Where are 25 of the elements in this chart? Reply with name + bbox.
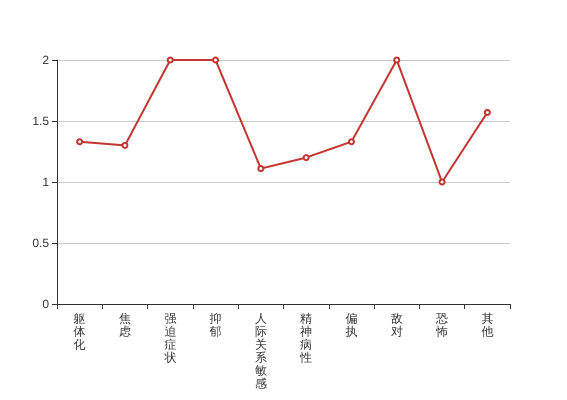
y-tick-label: 0.5 [32,236,50,250]
point [484,108,491,116]
y-tick-label: 1 [42,175,50,189]
point [212,56,220,64]
point [393,56,400,64]
x-tick-label: 敌对 [390,312,403,338]
point [121,142,128,149]
x-tick-label: 强迫症状 [163,312,176,364]
point [257,165,264,172]
x-tick-label: 抑郁 [210,312,222,338]
y-tick-label: 0 [42,297,50,311]
y-tick-label: 1.5 [32,114,50,128]
x-tick-label: 恐怖 [435,312,448,338]
point [302,154,310,162]
x-tick-label: 其他 [481,312,494,338]
x-tick-label: 精神病性 [299,312,312,364]
x-tick-label: 偏执 [345,312,358,338]
point [438,178,446,186]
point [76,138,84,146]
x-tick-label: 焦虑 [118,312,131,338]
point [166,56,174,64]
y-tick-label: 2 [42,53,50,67]
x-tick-label: 躯体化 [74,312,86,352]
point [348,138,355,146]
x-tick-label: 人际关系敏感 [254,312,267,390]
